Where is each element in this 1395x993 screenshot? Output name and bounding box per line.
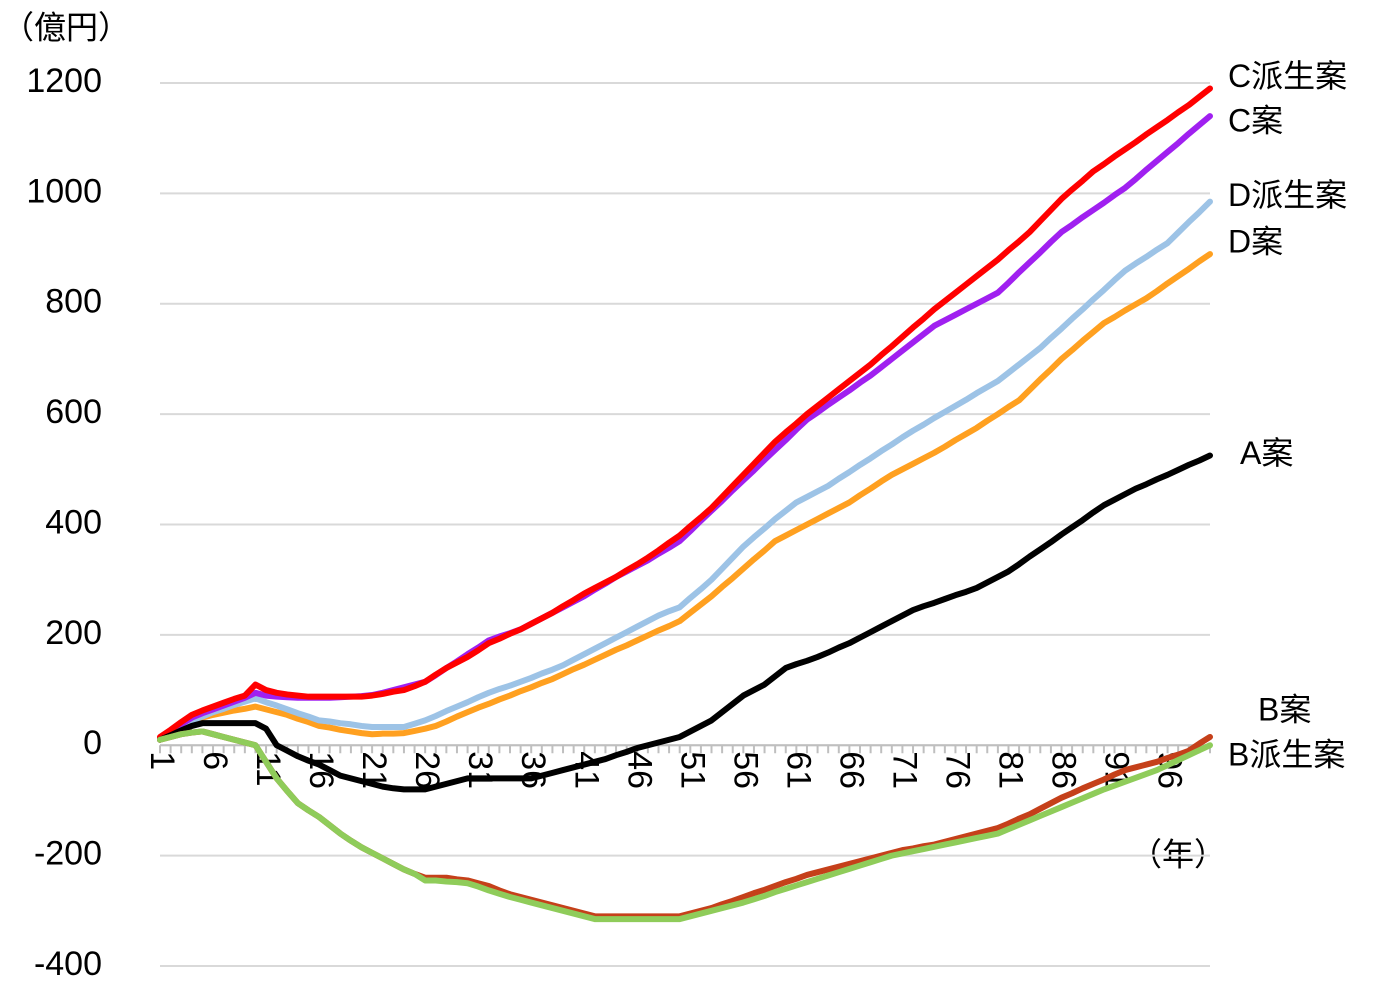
x-tick-label: 6 <box>196 751 234 770</box>
x-tick-label: 1 <box>143 751 181 770</box>
series-line <box>157 198 1213 743</box>
legend-label: C案 <box>1228 103 1283 139</box>
x-tick-label: 66 <box>832 751 870 789</box>
legend-label: B派生案 <box>1228 737 1345 773</box>
y-tick-label: -200 <box>34 835 102 873</box>
y-tick-label: 400 <box>45 503 102 541</box>
y-tick-label: 1000 <box>26 172 102 210</box>
series-line <box>157 251 1213 743</box>
series-line <box>157 85 1213 740</box>
legend-label: C派生案 <box>1228 58 1347 94</box>
y-tick-label: 600 <box>45 393 102 431</box>
x-unit-label: （年） <box>1130 836 1226 872</box>
x-tick-label: 46 <box>620 751 658 789</box>
legend-label: A案 <box>1240 435 1293 471</box>
x-tick-label: 61 <box>779 751 817 789</box>
y-tick-label: 1200 <box>26 62 102 100</box>
x-tick-label: 36 <box>514 751 552 789</box>
x-tick-label: 31 <box>461 751 499 789</box>
x-tick-label: 51 <box>673 751 711 789</box>
x-tick-label: 56 <box>726 751 764 789</box>
y-tick-label: -400 <box>34 945 102 983</box>
x-tick-label: 76 <box>938 751 976 789</box>
legend-label: D案 <box>1228 224 1283 260</box>
legend-label: B案 <box>1258 691 1311 727</box>
legend-label: D派生案 <box>1228 177 1347 213</box>
series-line <box>157 452 1213 793</box>
y-tick-label: 0 <box>83 724 102 762</box>
y-tick-label: 800 <box>45 283 102 321</box>
series-line <box>157 728 1213 923</box>
x-tick-label: 71 <box>885 751 923 789</box>
y-tick-label: 200 <box>45 614 102 652</box>
y-unit-label: （億円） <box>2 9 130 45</box>
x-tick-label: 86 <box>1045 751 1083 789</box>
x-tick-label: 81 <box>992 751 1030 789</box>
